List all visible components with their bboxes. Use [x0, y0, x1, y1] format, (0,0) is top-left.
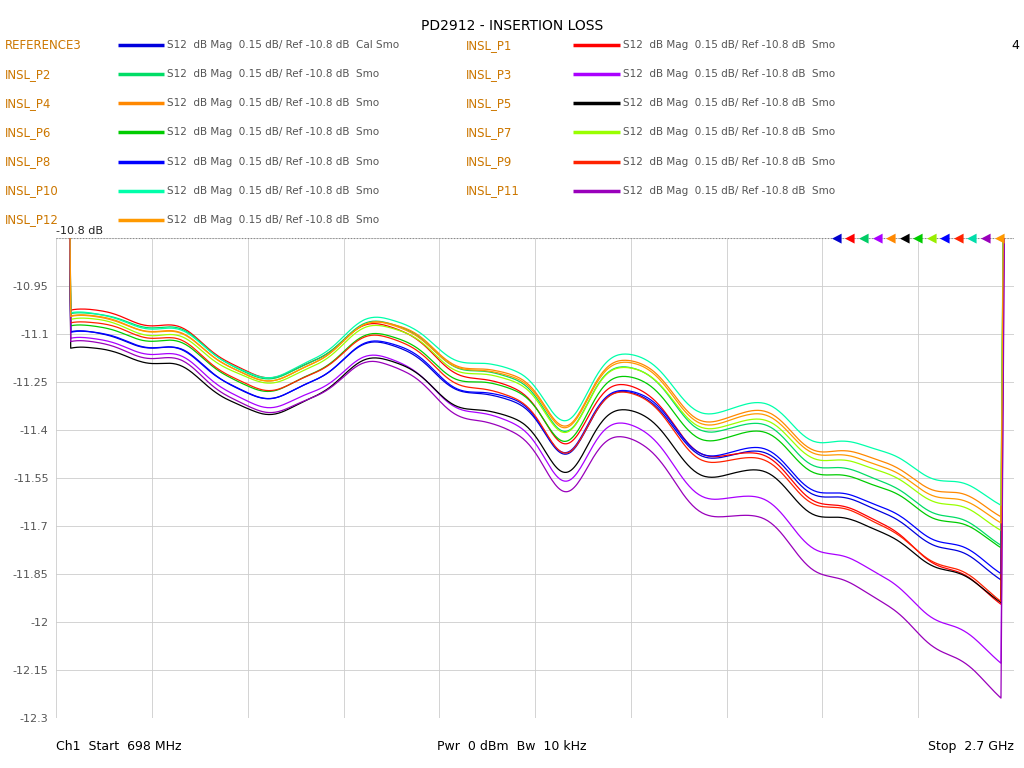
Text: Pwr  0 dBm  Bw  10 kHz: Pwr 0 dBm Bw 10 kHz: [437, 740, 587, 753]
Text: Stop  2.7 GHz: Stop 2.7 GHz: [928, 740, 1014, 753]
Text: S12  dB Mag  0.15 dB/ Ref -10.8 dB  Smo: S12 dB Mag 0.15 dB/ Ref -10.8 dB Smo: [623, 40, 835, 50]
Text: -10.8 dB: -10.8 dB: [56, 227, 103, 237]
Text: INSL_P7: INSL_P7: [466, 126, 512, 139]
Text: ◀: ◀: [981, 232, 990, 244]
Text: S12  dB Mag  0.15 dB/ Ref -10.8 dB  Smo: S12 dB Mag 0.15 dB/ Ref -10.8 dB Smo: [623, 157, 835, 167]
Text: Ch1  Start  698 MHz: Ch1 Start 698 MHz: [56, 740, 182, 753]
Text: S12  dB Mag  0.15 dB/ Ref -10.8 dB  Smo: S12 dB Mag 0.15 dB/ Ref -10.8 dB Smo: [623, 127, 835, 137]
Text: ◀: ◀: [913, 232, 923, 244]
Text: INSL_P1: INSL_P1: [466, 38, 512, 51]
Text: ◀: ◀: [954, 232, 964, 244]
Text: REFERENCE3: REFERENCE3: [5, 38, 82, 51]
Text: PD2912 - INSERTION LOSS: PD2912 - INSERTION LOSS: [421, 19, 603, 33]
Text: INSL_P2: INSL_P2: [5, 68, 51, 81]
Text: ◀: ◀: [940, 232, 950, 244]
Text: S12  dB Mag  0.15 dB/ Ref -10.8 dB  Cal Smo: S12 dB Mag 0.15 dB/ Ref -10.8 dB Cal Smo: [167, 40, 399, 50]
Text: ◀: ◀: [886, 232, 896, 244]
Text: INSL_P6: INSL_P6: [5, 126, 51, 139]
Text: ◀: ◀: [900, 232, 909, 244]
Text: ◀: ◀: [872, 232, 882, 244]
Text: ◀: ◀: [994, 232, 1005, 244]
Text: ◀: ◀: [968, 232, 977, 244]
Text: INSL_P4: INSL_P4: [5, 97, 51, 110]
Text: S12  dB Mag  0.15 dB/ Ref -10.8 dB  Smo: S12 dB Mag 0.15 dB/ Ref -10.8 dB Smo: [167, 69, 379, 79]
Text: INSL_P5: INSL_P5: [466, 97, 512, 110]
Text: INSL_P9: INSL_P9: [466, 155, 512, 168]
Text: S12  dB Mag  0.15 dB/ Ref -10.8 dB  Smo: S12 dB Mag 0.15 dB/ Ref -10.8 dB Smo: [167, 98, 379, 108]
Text: ◀: ◀: [859, 232, 868, 244]
Text: INSL_P11: INSL_P11: [466, 184, 520, 197]
Text: S12  dB Mag  0.15 dB/ Ref -10.8 dB  Smo: S12 dB Mag 0.15 dB/ Ref -10.8 dB Smo: [623, 98, 835, 108]
Text: S12  dB Mag  0.15 dB/ Ref -10.8 dB  Smo: S12 dB Mag 0.15 dB/ Ref -10.8 dB Smo: [623, 186, 835, 196]
Text: ◀: ◀: [927, 232, 936, 244]
Text: INSL_P3: INSL_P3: [466, 68, 512, 81]
Text: S12  dB Mag  0.15 dB/ Ref -10.8 dB  Smo: S12 dB Mag 0.15 dB/ Ref -10.8 dB Smo: [167, 215, 379, 225]
Text: S12  dB Mag  0.15 dB/ Ref -10.8 dB  Smo: S12 dB Mag 0.15 dB/ Ref -10.8 dB Smo: [167, 157, 379, 167]
Text: INSL_P12: INSL_P12: [5, 214, 59, 227]
Text: S12  dB Mag  0.15 dB/ Ref -10.8 dB  Smo: S12 dB Mag 0.15 dB/ Ref -10.8 dB Smo: [167, 127, 379, 137]
Text: S12  dB Mag  0.15 dB/ Ref -10.8 dB  Smo: S12 dB Mag 0.15 dB/ Ref -10.8 dB Smo: [623, 69, 835, 79]
Text: 4: 4: [1011, 38, 1019, 51]
Text: INSL_P10: INSL_P10: [5, 184, 58, 197]
Text: ◀: ◀: [831, 232, 842, 244]
Text: INSL_P8: INSL_P8: [5, 155, 51, 168]
Text: S12  dB Mag  0.15 dB/ Ref -10.8 dB  Smo: S12 dB Mag 0.15 dB/ Ref -10.8 dB Smo: [167, 186, 379, 196]
Text: ◀: ◀: [846, 232, 855, 244]
